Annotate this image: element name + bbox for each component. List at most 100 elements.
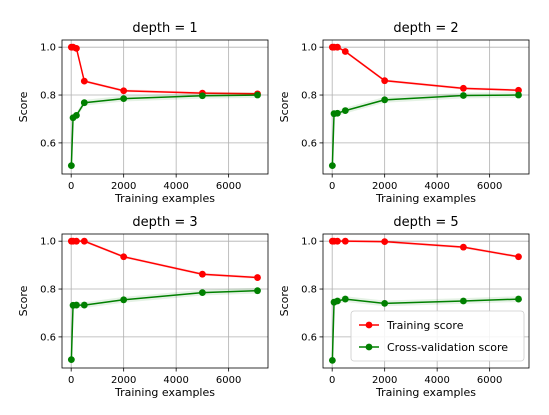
- training-score-point: [515, 253, 522, 261]
- x-tick-label: 4000: [424, 181, 449, 192]
- x-tick-label: 0: [329, 375, 335, 386]
- y-tick-label: 0.8: [40, 285, 56, 296]
- y-tick-label: 0.6: [301, 138, 317, 149]
- training-score-point: [381, 77, 389, 85]
- x-tick-label: 6000: [216, 375, 241, 386]
- cv-score-point: [381, 299, 389, 307]
- cv-score-point: [334, 297, 341, 305]
- cv-legend-marker: [365, 343, 373, 351]
- legend-box: [350, 310, 525, 362]
- cv-score-point: [515, 91, 522, 99]
- axes-frame: [61, 233, 269, 369]
- x-tick-label: 4000: [424, 375, 449, 386]
- cv-std-band: [71, 92, 258, 169]
- x-tick-label: 6000: [477, 375, 502, 386]
- cv-score-point: [73, 301, 80, 309]
- training-score-point: [334, 237, 341, 245]
- cv-score-point: [198, 92, 206, 100]
- y-tick-label: 0.6: [40, 138, 56, 149]
- x-tick-label: 6000: [477, 181, 502, 192]
- x-tick-label: 4000: [163, 181, 188, 192]
- x-tick-label: 2000: [111, 181, 136, 192]
- training-score-point: [459, 243, 467, 251]
- cv-score-point: [120, 95, 128, 103]
- cv-score-point: [459, 92, 467, 99]
- cv-std-band: [332, 92, 519, 169]
- cv-score-point: [341, 107, 349, 114]
- y-tick-label: 1.0: [40, 237, 56, 248]
- cv-score-point: [198, 289, 206, 297]
- x-tick-label: 0: [329, 181, 335, 192]
- cv-score-point: [459, 297, 467, 305]
- cv-score-point: [80, 99, 88, 107]
- panel-title: depth = 1: [132, 21, 197, 36]
- cv-score-line: [70, 94, 258, 166]
- x-tick-label: 2000: [111, 375, 136, 386]
- x-tick-label: 0: [68, 181, 74, 192]
- cv-score-point: [73, 111, 80, 119]
- training-score-point: [80, 77, 88, 85]
- subplot-3: 0 2000 4000 6000 0.6 0.8 1.0 depth = 3 Training …: [17, 215, 269, 399]
- cv-std-band: [71, 287, 258, 363]
- x-tick-label: 6000: [216, 181, 241, 192]
- y-axis-label: Score: [278, 91, 291, 122]
- training-score-line: [71, 46, 258, 95]
- subplot-1: 0 2000 4000 6000 0.6 0.8 1.0 depth = 1 Training …: [17, 21, 269, 205]
- y-axis-label: Score: [17, 285, 30, 316]
- cv-score-point: [67, 356, 75, 364]
- cv-score-point: [381, 96, 389, 104]
- cv-score-point: [334, 109, 341, 117]
- training-score-point: [459, 84, 467, 92]
- training-std-band: [71, 45, 258, 96]
- y-tick-label: 1.0: [301, 43, 317, 54]
- cv-score-point: [120, 296, 128, 304]
- subplot-2: 0 2000 4000 6000 0.6 0.8 1.0 depth = 2 Training …: [278, 21, 530, 205]
- x-axis-label: Training examples: [114, 192, 215, 205]
- training-legend-marker: [365, 321, 373, 329]
- x-axis-label: Training examples: [375, 386, 476, 399]
- training-score-line: [71, 240, 258, 279]
- y-tick-label: 1.0: [40, 43, 56, 54]
- x-tick-label: 4000: [163, 375, 188, 386]
- training-score-point: [198, 270, 206, 278]
- cv-score-point: [254, 287, 261, 295]
- axes-frame: [61, 39, 269, 175]
- cv-score-point: [341, 295, 349, 303]
- training-legend-label: Training score: [386, 319, 464, 332]
- cv-score-point: [67, 162, 75, 170]
- legend: Training score Cross-validation score: [350, 310, 525, 362]
- training-score-point: [254, 274, 261, 281]
- cv-score-point: [254, 91, 261, 99]
- training-score-point: [334, 43, 341, 51]
- subplot-4: 0 2000 4000 6000 0.6 0.8 1.0 depth = 5 Training …: [278, 215, 530, 399]
- cv-score-point: [80, 301, 88, 309]
- cv-score-point: [328, 162, 336, 170]
- axes-frame: [322, 39, 530, 175]
- panel-title: depth = 5: [393, 215, 458, 230]
- x-axis-label: Training examples: [375, 192, 476, 205]
- training-score-point: [120, 87, 128, 95]
- training-score-point: [515, 86, 522, 94]
- y-tick-label: 0.8: [301, 91, 317, 102]
- y-axis-label: Score: [278, 285, 291, 316]
- panel-title: depth = 3: [132, 215, 197, 230]
- y-tick-label: 0.8: [40, 91, 56, 102]
- panel-title: depth = 2: [393, 21, 458, 36]
- training-score-point: [381, 238, 389, 246]
- cv-score-point: [328, 356, 336, 364]
- training-score-point: [341, 48, 349, 55]
- axes-frame: [322, 233, 530, 369]
- training-score-point: [73, 237, 80, 245]
- x-tick-label: 2000: [372, 181, 397, 192]
- training-std-band: [332, 239, 519, 259]
- x-tick-label: 0: [68, 375, 74, 386]
- training-score-point: [80, 237, 88, 245]
- training-score-point: [73, 44, 80, 52]
- y-tick-label: 0.8: [301, 285, 317, 296]
- cv-legend-label: Cross-validation score: [387, 341, 508, 354]
- cv-score-point: [515, 295, 522, 303]
- y-tick-label: 0.6: [40, 332, 56, 343]
- y-tick-label: 0.6: [301, 332, 317, 343]
- y-tick-label: 1.0: [301, 237, 317, 248]
